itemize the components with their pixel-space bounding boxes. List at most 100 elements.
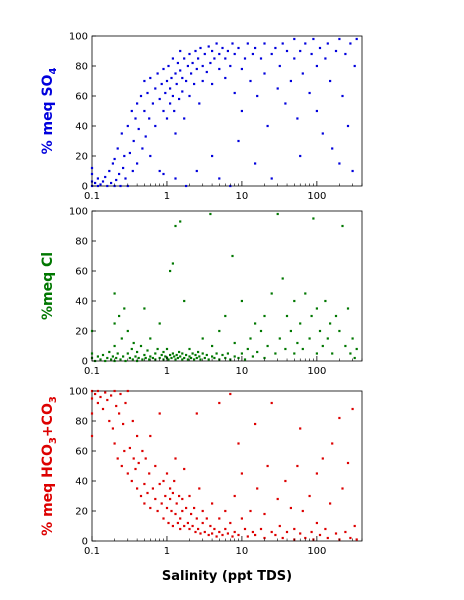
data-point [151, 487, 154, 490]
data-point [289, 506, 292, 510]
y-axis-label-hco3: % meq HCO3+CO3 [40, 396, 59, 536]
data-point [237, 139, 240, 143]
data-point [131, 358, 134, 361]
y-tick-label: 0 [82, 357, 88, 368]
data-point [134, 355, 137, 358]
data-point [237, 356, 240, 360]
data-point [315, 64, 318, 68]
data-point [256, 350, 259, 354]
data-point [131, 169, 134, 173]
data-point [162, 479, 165, 483]
y-tick-label: 40 [75, 297, 88, 308]
data-point [256, 94, 259, 98]
data-point [165, 347, 169, 351]
data-point [118, 172, 121, 176]
x-tick-label: 10 [236, 191, 249, 202]
data-point [178, 97, 181, 101]
data-point [90, 412, 94, 415]
data-point [128, 446, 131, 450]
data-point [226, 352, 229, 355]
data-point [198, 487, 201, 490]
data-point [270, 292, 273, 295]
data-point [293, 352, 296, 355]
data-point [231, 254, 234, 258]
x-ticks-cl: 0.1 1 10 100 [84, 356, 363, 377]
x-tick-label: 10 [236, 366, 249, 377]
data-point [278, 524, 281, 528]
y-tick-label: 20 [75, 507, 88, 518]
data-point [281, 42, 284, 45]
data-point [207, 358, 210, 361]
data-point [201, 64, 204, 68]
data-point [310, 530, 313, 534]
data-point [96, 355, 99, 358]
x-tick-label: 1 [164, 546, 170, 557]
data-point [301, 509, 304, 513]
data-point [160, 82, 163, 86]
data-point [315, 472, 318, 475]
data-point [215, 535, 218, 538]
data-point [213, 356, 216, 360]
data-point [111, 427, 114, 430]
data-point [278, 64, 281, 68]
data-point [251, 52, 254, 56]
data-point [101, 353, 105, 357]
data-point [179, 517, 182, 520]
data-point [218, 329, 221, 333]
data-point [224, 356, 227, 360]
data-point [195, 412, 198, 415]
data-point [198, 102, 201, 105]
data-point [126, 124, 129, 128]
data-point [266, 464, 269, 468]
data-point [281, 536, 284, 540]
data-point [315, 521, 318, 525]
data-point [179, 355, 182, 358]
data-point [169, 269, 172, 273]
data-point [162, 350, 165, 354]
data-point [193, 82, 196, 86]
data-point [99, 358, 102, 361]
data-point [173, 479, 176, 483]
data-point [156, 509, 159, 513]
data-point [226, 532, 229, 535]
data-point [113, 157, 116, 161]
data-point [211, 49, 214, 53]
data-point [195, 67, 198, 71]
data-point [158, 97, 161, 101]
y-tick-label: 60 [75, 92, 88, 103]
x-tick-label: 1 [164, 191, 170, 202]
data-point [165, 79, 169, 83]
data-point [209, 61, 212, 65]
data-point [194, 353, 197, 357]
data-point [171, 57, 174, 60]
data-point [308, 91, 311, 95]
points-cl [90, 212, 358, 363]
data-point [218, 177, 221, 180]
data-point [151, 356, 154, 360]
data-point [229, 392, 232, 396]
data-point [101, 407, 105, 411]
data-point [329, 322, 332, 325]
data-point [174, 224, 177, 228]
data-point [90, 434, 94, 438]
data-point [143, 482, 146, 486]
data-point [181, 358, 184, 361]
data-point [183, 57, 186, 60]
data-point [193, 358, 196, 361]
data-point [122, 355, 125, 358]
data-point [149, 506, 152, 510]
data-point [203, 356, 206, 360]
data-point [299, 322, 302, 325]
data-point [113, 389, 116, 393]
data-point [118, 314, 121, 318]
data-point [203, 530, 206, 534]
data-point [224, 509, 227, 513]
data-point [240, 472, 243, 475]
data-point [344, 52, 347, 56]
data-point [331, 352, 334, 355]
data-point [170, 356, 173, 360]
data-point [94, 392, 97, 396]
data-point [122, 422, 125, 426]
data-point [130, 479, 133, 483]
data-point [144, 135, 147, 138]
